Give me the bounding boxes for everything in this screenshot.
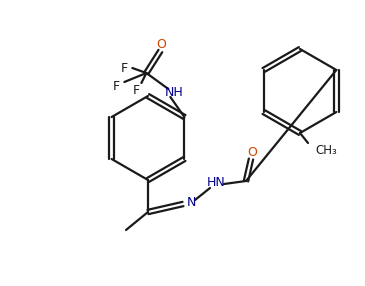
Text: O: O [157, 37, 166, 51]
Text: F: F [113, 80, 120, 94]
Text: CH₃: CH₃ [315, 144, 337, 156]
Text: HN: HN [207, 176, 225, 190]
Text: F: F [121, 61, 128, 74]
Text: N: N [186, 196, 196, 210]
Text: O: O [247, 146, 257, 158]
Text: NH: NH [165, 86, 184, 100]
Text: F: F [133, 84, 140, 98]
